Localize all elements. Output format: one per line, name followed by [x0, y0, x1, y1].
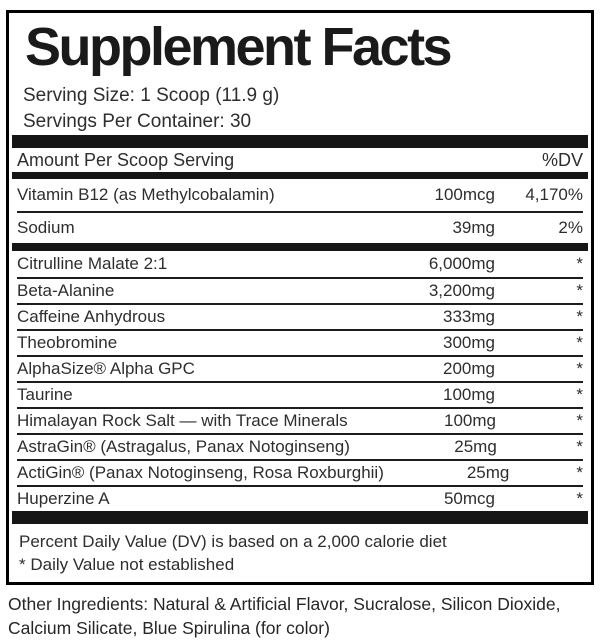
footnote-dv-basis: Percent Daily Value (DV) is based on a 2… [19, 532, 447, 552]
divider-bar-top [12, 135, 588, 149]
supplement-facts-panel: Supplement Facts Serving Size: 1 Scoop (… [6, 10, 594, 585]
nutrient-dv: * [576, 489, 583, 509]
table-row: Vitamin B12 (as Methylcobalamin) 100mcg … [17, 179, 583, 211]
table-row: Beta-Alanine 3,200mg * [17, 277, 583, 303]
other-ingredients: Other Ingredients: Natural & Artificial … [8, 594, 561, 638]
nutrient-name: Huperzine A [17, 489, 110, 509]
nutrient-amount: 100mcg [434, 185, 495, 205]
ingredient-rows: Citrulline Malate 2:1 6,000mg * Beta-Ala… [17, 251, 583, 511]
nutrient-amount: 200mg [443, 359, 495, 379]
nutrient-amount: 6,000mg [428, 254, 495, 274]
dv-column-header: %DV [541, 149, 583, 170]
nutrient-dv: * [576, 463, 583, 483]
nutrient-name: AlphaSize® Alpha GPC [17, 359, 195, 379]
serving-info: Serving Size: 1 Scoop (11.9 g) Servings … [23, 83, 583, 135]
nutrient-dv: * [576, 333, 583, 353]
nutrient-amount: 300mg [443, 333, 495, 353]
nutrient-dv: * [576, 254, 583, 274]
table-row: AstraGin® (Astragalus, Panax Notoginseng… [17, 433, 583, 459]
nutrient-dv: * [576, 437, 583, 457]
table-row: AlphaSize® Alpha GPC 200mg * [17, 355, 583, 381]
nutrient-name: Vitamin B12 (as Methylcobalamin) [17, 185, 275, 205]
servings-per-container: Servings Per Container: 30 [23, 111, 252, 133]
table-row: Huperzine A 50mcg * [17, 485, 583, 511]
table-row: Taurine 100mg * [17, 381, 583, 407]
nutrient-dv: 2% [558, 218, 583, 238]
nutrient-amount: 100mg [444, 411, 496, 431]
nutrient-name: Beta-Alanine [17, 281, 115, 301]
table-row: Himalayan Rock Salt — with Trace Mineral… [17, 407, 583, 433]
divider-bar-under-header [12, 172, 588, 180]
nutrient-name: Theobromine [17, 333, 118, 353]
daily-value-rows: Vitamin B12 (as Methylcobalamin) 100mcg … [17, 179, 583, 243]
nutrient-dv: 4,170% [525, 185, 583, 205]
nutrient-name: AstraGin® (Astragalus, Panax Notoginseng… [17, 437, 350, 457]
nutrient-amount: 333mg [443, 307, 495, 327]
footnotes: Percent Daily Value (DV) is based on a 2… [17, 524, 583, 576]
nutrient-amount: 25mg [454, 437, 497, 457]
nutrient-dv: * [576, 385, 583, 405]
nutrient-amount: 3,200mg [428, 281, 495, 301]
nutrient-name: Himalayan Rock Salt — with Trace Mineral… [17, 411, 348, 431]
nutrient-dv: * [576, 307, 583, 327]
serving-size: Serving Size: 1 Scoop (11.9 g) [23, 85, 280, 107]
nutrient-dv: * [576, 411, 583, 431]
table-row: Citrulline Malate 2:1 6,000mg * [17, 251, 583, 277]
nutrient-name: Citrulline Malate 2:1 [17, 254, 168, 274]
nutrient-dv: * [576, 281, 583, 301]
nutrient-dv: * [576, 359, 583, 379]
nutrient-amount: 39mg [452, 218, 495, 238]
table-row: Caffeine Anhydrous 333mg * [17, 303, 583, 329]
divider-bar-bottom [12, 511, 588, 525]
nutrient-name: ActiGin® (Panax Notoginseng, Rosa Roxbur… [17, 463, 384, 483]
nutrient-amount: 50mcg [443, 489, 495, 509]
table-row: Theobromine 300mg * [17, 329, 583, 355]
table-row: Sodium 39mg 2% [17, 211, 583, 243]
divider-bar-mid [12, 243, 588, 252]
nutrient-amount: 25mg [466, 463, 510, 483]
nutrient-name: Taurine [17, 385, 73, 405]
nutrient-name: Caffeine Anhydrous [17, 307, 166, 327]
footnote-asterisk: * Daily Value not established [19, 555, 235, 575]
panel-title: Supplement Facts [25, 17, 453, 77]
amount-column-header: Amount Per Scoop Serving [17, 149, 235, 170]
nutrient-amount: 100mg [443, 385, 495, 405]
column-header-row: Amount Per Scoop Serving %DV [17, 148, 583, 172]
table-row: ActiGin® (Panax Notoginseng, Rosa Roxbur… [17, 459, 583, 485]
nutrient-name: Sodium [17, 218, 75, 238]
